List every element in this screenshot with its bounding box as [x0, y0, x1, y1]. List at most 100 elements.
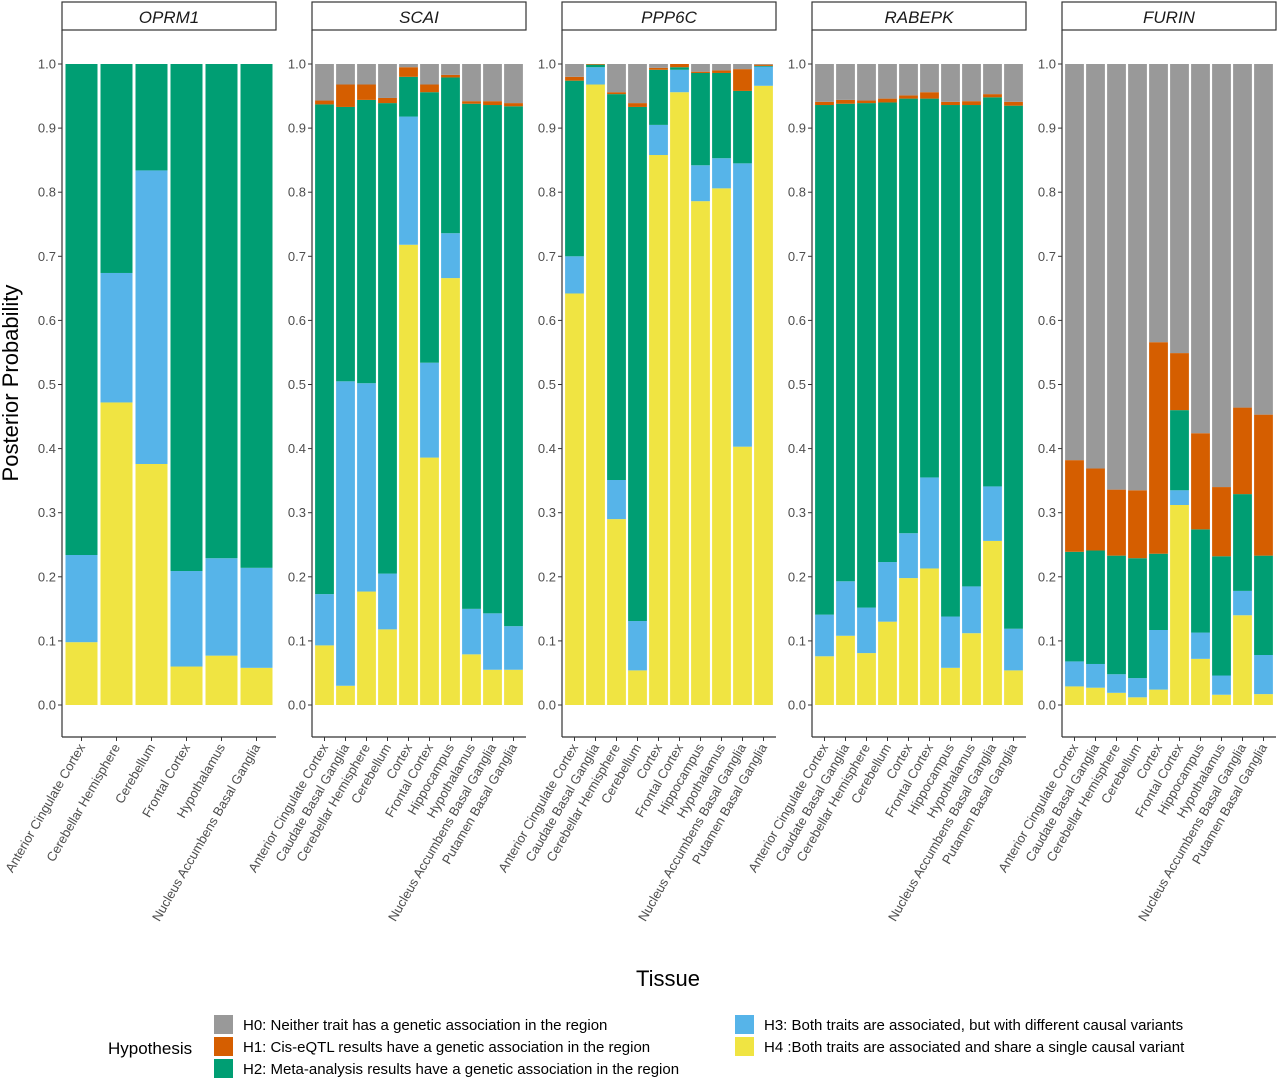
bar-segment-h3: [628, 621, 647, 671]
bar-segment-h4: [607, 519, 626, 705]
bar-segment-h0: [378, 64, 397, 98]
bar-segment-h4: [670, 92, 689, 705]
bar-segment-h4: [1191, 658, 1210, 705]
facet-strip: [811, 1, 1027, 31]
y-tick-label: 0.6: [1038, 313, 1056, 328]
bar-segment-h4: [878, 621, 897, 705]
y-tick-label: 0.2: [788, 569, 806, 584]
bar-segment-h3: [357, 383, 376, 592]
bar-segment-h4: [441, 278, 460, 705]
y-tick-label: 0.7: [788, 249, 806, 264]
bar-segment-h0: [399, 64, 418, 68]
bar-segment-h1: [565, 76, 584, 81]
bar-segment-h4: [336, 685, 355, 705]
bar-segment-h0: [899, 64, 918, 96]
y-tick-label: 0.8: [38, 185, 56, 200]
bar-segment-h4: [315, 645, 334, 705]
bar-segment-h1: [1065, 460, 1084, 552]
bar-segment-h1: [336, 84, 355, 107]
panel-furin: FURIN0.00.10.20.30.40.50.60.70.80.91.0An…: [995, 1, 1277, 924]
bar-segment-h4: [1107, 692, 1126, 705]
y-tick-label: 0.4: [1038, 441, 1056, 456]
bar-segment-h3: [1065, 661, 1084, 687]
y-tick-label: 0.7: [1038, 249, 1056, 264]
bar-segment-h2: [586, 64, 605, 68]
y-tick-label: 0.0: [38, 698, 56, 713]
panel-ppp6c: PPP6C0.00.10.20.30.40.50.60.70.80.91.0An…: [495, 1, 777, 924]
bar-segment-h3: [983, 486, 1002, 541]
bar-segment-h2: [815, 105, 834, 615]
y-tick-label: 1.0: [38, 57, 56, 72]
y-tick-label: 0.5: [288, 377, 306, 392]
bar-segment-h3: [878, 562, 897, 622]
bar-segment-h4: [857, 653, 876, 705]
bar-segment-h3: [205, 558, 238, 656]
bar-segment-h3: [941, 616, 960, 668]
bar-segment-h1: [1191, 433, 1210, 530]
bar-segment-h3: [586, 67, 605, 85]
bar-segment-h3: [399, 116, 418, 245]
bar-segment-h3: [733, 163, 752, 447]
bar-segment-h1: [754, 64, 773, 66]
bar-segment-h4: [504, 669, 523, 705]
bar-segment-h4: [899, 578, 918, 705]
bar-segment-h2: [1086, 550, 1105, 664]
bar-segment-h3: [483, 613, 502, 670]
bar-segment-h4: [100, 402, 133, 705]
bar-segment-h3: [712, 158, 731, 189]
bar-segment-h4: [1170, 505, 1189, 705]
bar-segment-h0: [962, 64, 981, 102]
y-tick-label: 0.8: [1038, 185, 1056, 200]
y-tick-label: 0.2: [38, 569, 56, 584]
y-tick-label: 0.0: [1038, 698, 1056, 713]
bar-segment-h3: [441, 233, 460, 279]
bar-segment-h3: [1212, 675, 1231, 695]
y-tick-label: 0.0: [538, 698, 556, 713]
facet-strip: [61, 1, 277, 31]
bar-segment-h2: [1107, 555, 1126, 675]
bar-segment-h3: [962, 586, 981, 634]
legend-label-h2: H2: Meta-analysis results have a genetic…: [243, 1061, 679, 1078]
y-tick-label: 0.4: [538, 441, 556, 456]
bar-segment-h4: [1212, 694, 1231, 705]
bar-segment-h1: [857, 100, 876, 104]
bar-segment-h3: [1254, 655, 1273, 695]
bar-segment-h2: [65, 64, 98, 556]
bar-segment-h1: [1004, 101, 1023, 106]
bar-segment-h2: [670, 67, 689, 70]
legend-label-h3: H3: Both traits are associated, but with…: [764, 1017, 1183, 1034]
bar-segment-h2: [441, 77, 460, 234]
bar-segment-h4: [586, 84, 605, 705]
y-tick-label: 0.3: [288, 505, 306, 520]
y-tick-label: 0.8: [288, 185, 306, 200]
bar-segment-h1: [712, 70, 731, 73]
bar-segment-h1: [691, 71, 710, 73]
y-tick-label: 0.6: [538, 313, 556, 328]
bar-segment-h4: [462, 654, 481, 705]
bar-segment-h1: [815, 101, 834, 106]
legend-title: Hypothesis: [108, 1039, 192, 1058]
bar-segment-h2: [1149, 553, 1168, 630]
bar-segment-h4: [378, 629, 397, 705]
legend: Hypothesis H0: Neither trait has a genet…: [108, 1015, 1185, 1078]
y-tick-label: 0.7: [538, 249, 556, 264]
y-tick-label: 0.3: [538, 505, 556, 520]
y-tick-label: 0.5: [788, 377, 806, 392]
legend-label-h0: H0: Neither trait has a genetic associat…: [243, 1017, 607, 1034]
y-tick-label: 1.0: [1038, 57, 1056, 72]
legend-swatch-h4: [735, 1037, 754, 1056]
y-tick-label: 0.2: [1038, 569, 1056, 584]
bar-segment-h4: [205, 655, 238, 705]
facet-strip: [1061, 1, 1277, 31]
bar-segment-h0: [504, 64, 523, 104]
bar-segment-h0: [462, 64, 481, 102]
bar-segment-h2: [504, 106, 523, 627]
bar-segment-h3: [1149, 630, 1168, 690]
y-tick-label: 0.9: [538, 121, 556, 136]
bar-segment-h3: [1004, 628, 1023, 671]
bar-segment-h3: [607, 480, 626, 520]
bar-segment-h0: [941, 64, 960, 102]
bar-segment-h1: [1107, 489, 1126, 556]
bar-segment-h2: [135, 64, 168, 171]
